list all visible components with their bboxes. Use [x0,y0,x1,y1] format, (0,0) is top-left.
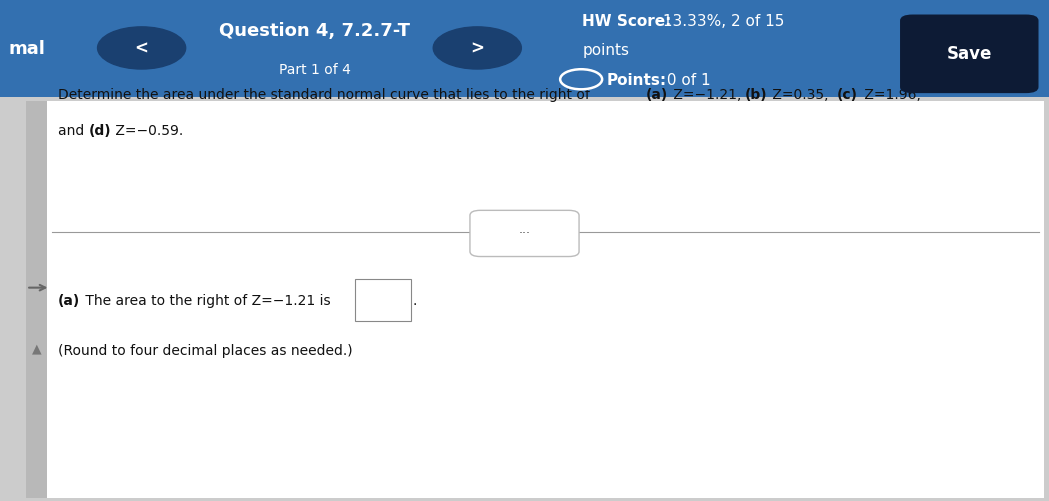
Text: .: . [412,294,416,308]
Text: points: points [582,43,629,58]
Text: (c): (c) [837,88,858,102]
FancyBboxPatch shape [26,102,1044,498]
FancyBboxPatch shape [355,280,411,322]
Text: Z=−1.21,: Z=−1.21, [669,88,746,102]
Text: (d): (d) [88,123,111,137]
Text: >: > [470,40,485,58]
Text: Z=0.35,: Z=0.35, [768,88,833,102]
Text: ⚙: ⚙ [988,27,1013,55]
FancyBboxPatch shape [26,102,47,498]
Text: The area to the right of Z=−1.21 is: The area to the right of Z=−1.21 is [81,294,330,308]
Text: Points:: Points: [606,73,666,88]
Text: Save: Save [946,45,992,63]
Text: Z=1.96,: Z=1.96, [860,88,921,102]
Text: 13.33%, 2 of 15: 13.33%, 2 of 15 [658,14,784,29]
Text: (b): (b) [745,88,768,102]
FancyBboxPatch shape [0,0,1049,98]
Text: Question 4, 7.2.7-T: Question 4, 7.2.7-T [219,22,410,40]
Text: Determine the area under the standard normal curve that lies to the right of: Determine the area under the standard no… [58,88,594,102]
FancyBboxPatch shape [900,16,1039,94]
Circle shape [98,28,186,70]
Text: mal: mal [8,40,45,58]
Text: (Round to four decimal places as needed.): (Round to four decimal places as needed.… [58,344,352,358]
Text: and: and [58,123,88,137]
Circle shape [433,28,521,70]
FancyBboxPatch shape [470,211,579,257]
Text: (a): (a) [646,88,668,102]
Text: (a): (a) [58,294,80,308]
Text: ▲: ▲ [31,342,42,355]
Text: HW Score:: HW Score: [582,14,671,29]
Text: Z=−0.59.: Z=−0.59. [111,123,184,137]
Text: Part 1 of 4: Part 1 of 4 [279,63,350,77]
Text: <: < [134,40,149,58]
Text: 0 of 1: 0 of 1 [662,73,710,88]
Text: ···: ··· [518,226,531,239]
